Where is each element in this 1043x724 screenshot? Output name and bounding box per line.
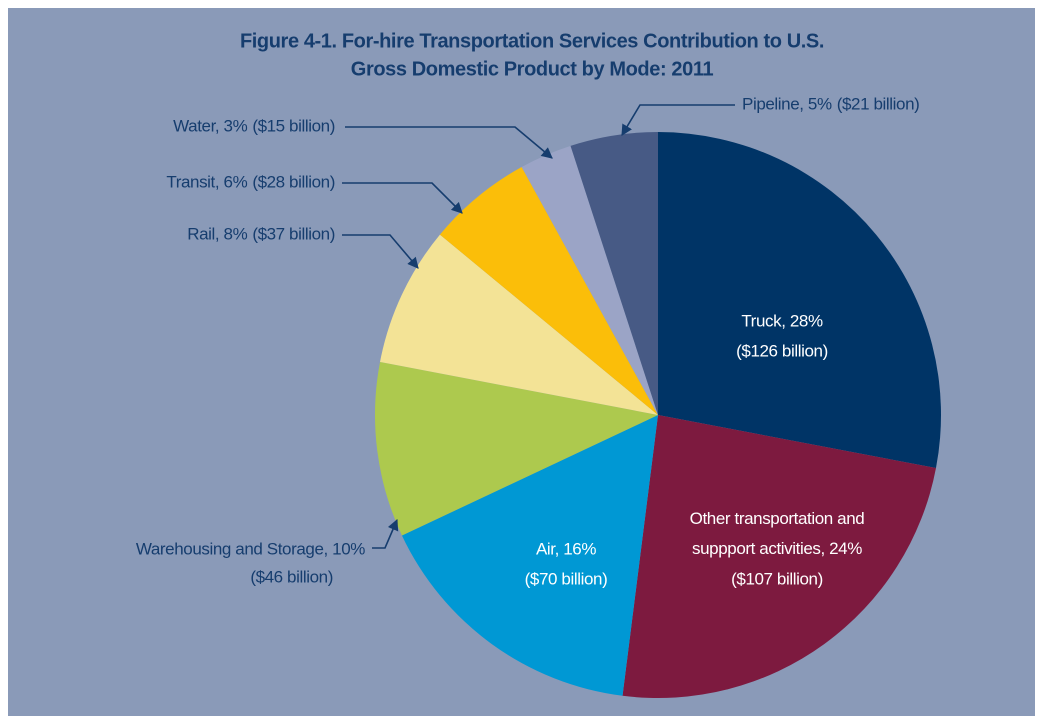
- pie-slice: [375, 361, 658, 536]
- slice-label: Air, 16%: [536, 539, 596, 558]
- pie-slice: [380, 234, 658, 415]
- pie-slice: [658, 132, 942, 469]
- slice-amount: ($28 billion): [252, 172, 335, 191]
- slice-amount: ($21 billion): [837, 94, 920, 113]
- leader-line: [342, 234, 419, 269]
- slice-label: Truck, 28%: [741, 311, 823, 330]
- slice-label: Water, 3%: [173, 116, 247, 135]
- leader-line: [621, 104, 735, 136]
- slice-amount: ($107 billion): [731, 569, 823, 588]
- pie-slice: [521, 145, 658, 415]
- slice-label: Other transportation and suppport activit…: [690, 509, 865, 558]
- slice-amount: ($15 billion): [252, 116, 335, 135]
- pie-slice: [622, 415, 936, 698]
- slice-label: Pipeline, 5%: [742, 94, 832, 113]
- chart-subtitle: Gross Domestic Product by Mode: 2011: [351, 58, 714, 80]
- slice-amount: ($70 billion): [525, 569, 608, 588]
- slice-amount: ($46 billion): [250, 567, 333, 586]
- slice-label: Warehousing and Storage, 10%: [136, 539, 365, 558]
- slice-amount: ($126 billion): [736, 341, 828, 360]
- slice-amount: ($37 billion): [252, 224, 335, 243]
- slice-label: Rail, 8%: [187, 224, 247, 243]
- pie-slice: [401, 415, 658, 696]
- pie-slice: [439, 167, 658, 415]
- leader-line: [342, 182, 463, 214]
- leader-line: [345, 126, 553, 159]
- slice-label: Transit, 6%: [166, 172, 247, 191]
- chart-title: Figure 4-1. For-hire Transportation Serv…: [240, 30, 824, 52]
- pie-slice: [570, 132, 658, 415]
- leader-line: [372, 518, 399, 549]
